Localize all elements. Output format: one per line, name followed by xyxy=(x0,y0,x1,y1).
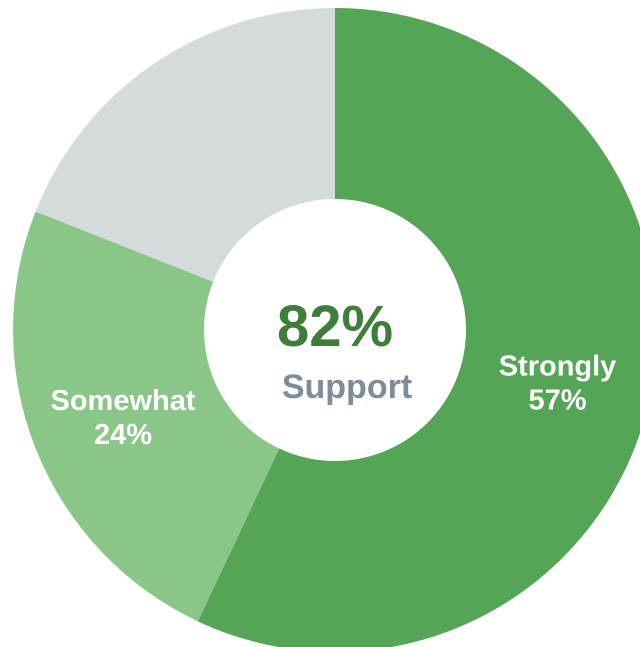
slice-name: Strongly xyxy=(499,351,617,383)
center-caption: Support xyxy=(282,368,412,406)
slice-value-label: 57% xyxy=(528,385,586,417)
center-value: 82% xyxy=(277,294,393,359)
slice-label-strongly: Strongly 57% xyxy=(499,351,617,417)
slice-name: Somewhat xyxy=(50,385,195,417)
slice-labels-group: Strongly 57% Somewhat 24% xyxy=(50,351,616,451)
slice-value-label: 24% xyxy=(94,419,152,451)
slice-label-somewhat: Somewhat 24% xyxy=(50,385,195,451)
donut-hole xyxy=(204,199,466,461)
